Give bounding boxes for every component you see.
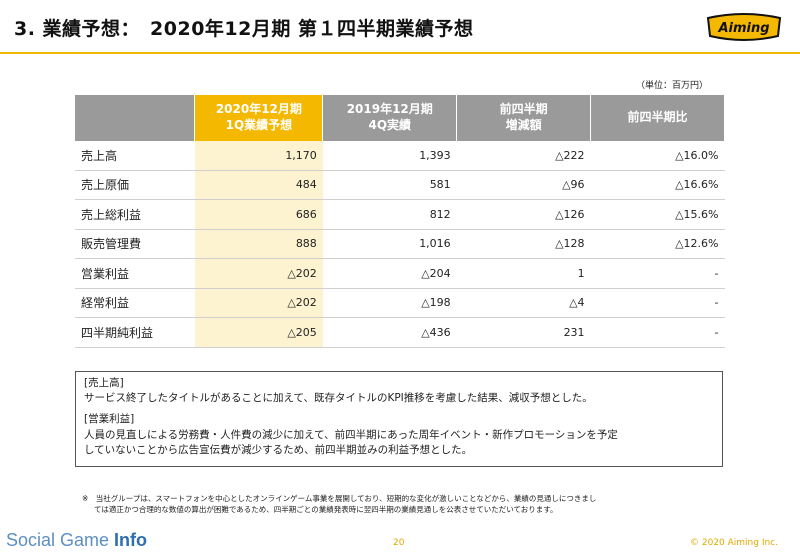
row-label: 四半期純利益 xyxy=(75,317,195,348)
brand-part-2: Info xyxy=(114,530,148,550)
cell-actual: △198 xyxy=(322,288,457,318)
forecast-table: 2020年12月期 1Q業績予想 2019年12月期 4Q実績 前四半期 増減額 前四… xyxy=(75,95,725,348)
cell-change: △126 xyxy=(456,199,591,230)
table-row: 営業利益 △202 △204 1 - xyxy=(75,258,725,289)
header-blank-cell xyxy=(75,95,196,141)
cell-forecast: 686 xyxy=(194,199,323,230)
social-game-info-watermark: Social Game Info xyxy=(6,530,147,551)
copyright: © 2020 Aiming Inc. xyxy=(690,538,778,548)
row-label: 売上原価 xyxy=(75,170,195,200)
table-row: 四半期純利益 △205 △436 231 - xyxy=(75,317,725,348)
cell-actual: △436 xyxy=(322,317,457,348)
header-col-change: 前四半期 増減額 xyxy=(456,95,592,141)
header-line: 4Q実績 xyxy=(368,118,412,132)
table-row: 販売管理費 888 1,016 △128 △12.6% xyxy=(75,229,725,259)
header-line: 前四半期 xyxy=(499,102,548,117)
row-label: 営業利益 xyxy=(75,258,195,289)
table-row: 経常利益 △202 △198 △4 - xyxy=(75,288,725,318)
table-header-row: 2020年12月期 1Q業績予想 2019年12月期 4Q実績 前四半期 増減額 前四… xyxy=(75,95,725,141)
cell-change: 231 xyxy=(456,317,591,348)
cell-actual: 581 xyxy=(322,170,457,200)
cell-change: 1 xyxy=(456,258,591,289)
title-divider xyxy=(0,52,800,54)
cell-change: △96 xyxy=(456,170,591,200)
header-line: 2019年12月期 xyxy=(346,102,433,117)
cell-forecast: 1,170 xyxy=(194,141,323,171)
footnote-line-1: ※ 当社グループは、スマートフォンを中心としたオンラインゲーム事業を展開しており… xyxy=(82,494,597,503)
page-number: 20 xyxy=(393,538,405,548)
explanation-box: [売上高] サービス終了したタイトルがあることに加えて、既存タイトルのKPI推移… xyxy=(75,371,723,467)
slide-title: 3. 業績予想： 2020年12月期 第１四半期業績予想 xyxy=(14,18,474,40)
cell-forecast: △202 xyxy=(194,288,323,318)
row-label: 売上総利益 xyxy=(75,199,195,230)
footnote: ※ 当社グループは、スマートフォンを中心としたオンラインゲーム事業を展開しており… xyxy=(82,493,722,516)
cell-forecast: 484 xyxy=(194,170,323,200)
cell-ratio: △15.6% xyxy=(590,199,725,230)
header-line: 増減額 xyxy=(505,118,542,132)
cell-ratio: - xyxy=(590,317,725,348)
cell-change: △222 xyxy=(456,141,591,171)
header-line: 前四半期比 xyxy=(627,110,688,125)
header-line: 2020年12月期 xyxy=(215,102,302,117)
cell-actual: 812 xyxy=(322,199,457,230)
header-line: 1Q業績予想 xyxy=(225,118,293,132)
logo-text: Aiming xyxy=(717,21,769,36)
note-text-operating-2: していないことから広告宣伝費が減少するため、前四半期並みの利益予想とした。 xyxy=(84,443,473,456)
cell-change: △4 xyxy=(456,288,591,318)
cell-forecast: 888 xyxy=(194,229,323,259)
cell-ratio: △16.0% xyxy=(590,141,725,171)
row-label: 経常利益 xyxy=(75,288,195,318)
note-heading-sales: [売上高] xyxy=(84,377,124,389)
header-col-forecast: 2020年12月期 1Q業績予想 xyxy=(194,95,324,141)
table-row: 売上総利益 686 812 △126 △15.6% xyxy=(75,199,725,230)
brand-part-1: Social Game xyxy=(6,530,115,550)
note-text-sales: サービス終了したタイトルがあることに加えて、既存タイトルのKPI推移を考慮した結… xyxy=(84,392,593,405)
row-label: 売上高 xyxy=(75,141,195,171)
cell-actual: 1,016 xyxy=(322,229,457,259)
cell-ratio: △12.6% xyxy=(590,229,725,259)
note-heading-operating: [営業利益] xyxy=(84,413,135,426)
header-col-ratio: 前四半期比 xyxy=(590,95,725,141)
cell-forecast: △205 xyxy=(194,317,323,348)
row-label: 販売管理費 xyxy=(75,229,195,259)
cell-change: △128 xyxy=(456,229,591,259)
table-row: 売上原価 484 581 △96 △16.6% xyxy=(75,170,725,200)
table-row: 売上高 1,170 1,393 △222 △16.0% xyxy=(75,141,725,171)
aiming-logo: Aiming xyxy=(704,12,784,42)
cell-ratio: - xyxy=(590,258,725,289)
note-text-operating-1: 人員の見直しによる労務費・人件費の減少に加えて、前四半期にあった周年イベント・新… xyxy=(84,428,618,441)
unit-label: （単位：百万円） xyxy=(635,81,708,91)
cell-forecast: △202 xyxy=(194,258,323,289)
cell-ratio: △16.6% xyxy=(590,170,725,200)
cell-actual: 1,393 xyxy=(322,141,457,171)
footnote-line-2: ては適正かつ合理的な数値の算出が困難であるため、四半期ごとの業績発表時に翌四半期… xyxy=(94,505,558,515)
header-col-actual: 2019年12月期 4Q実績 xyxy=(322,95,458,141)
cell-ratio: - xyxy=(590,288,725,318)
cell-actual: △204 xyxy=(322,258,457,289)
